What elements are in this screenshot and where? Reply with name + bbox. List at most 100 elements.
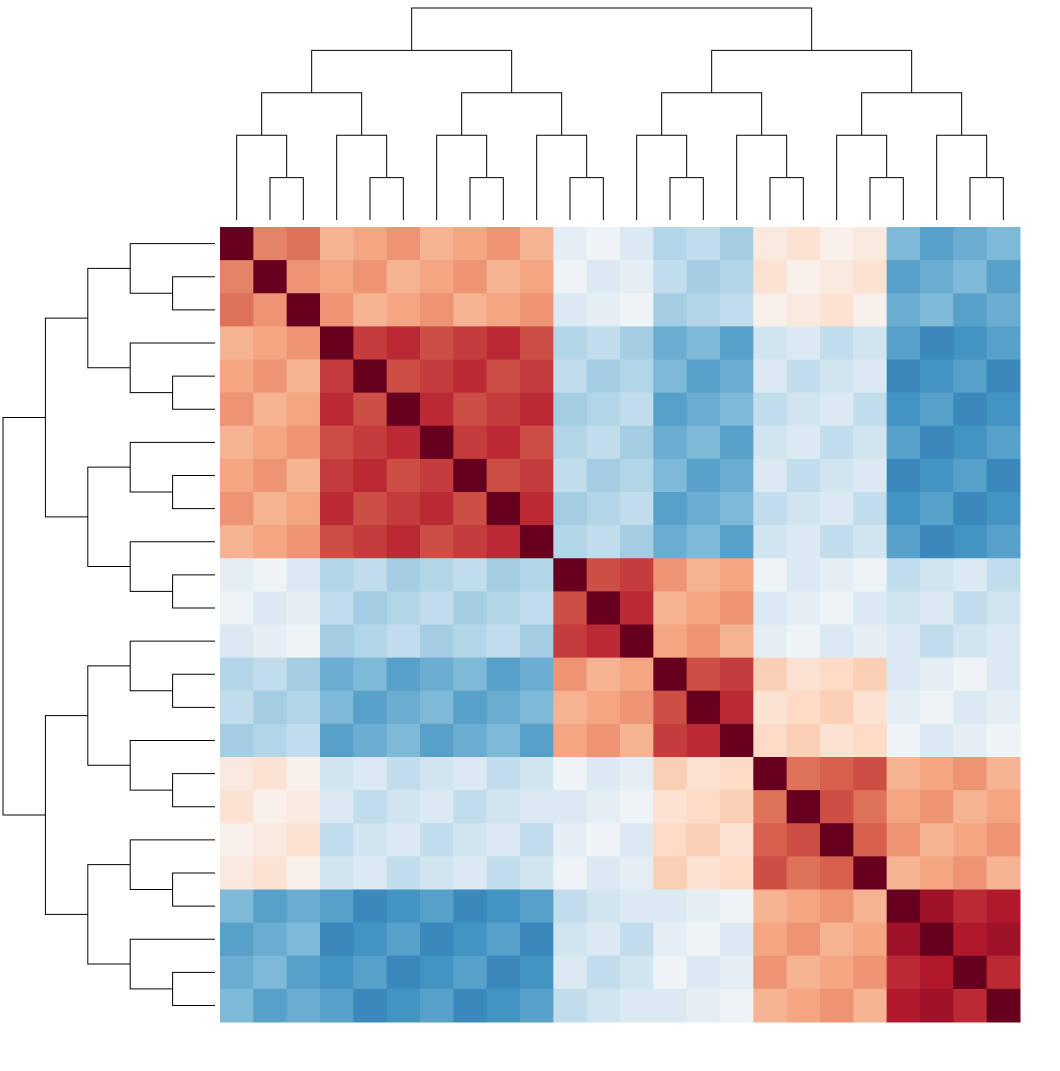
heatmap-cell [920, 458, 954, 493]
heatmap-cell [286, 260, 321, 294]
column-dendrogram [736, 134, 788, 220]
heatmap-cell [720, 392, 754, 427]
heatmap-cell [353, 657, 388, 692]
heatmap-cell [820, 624, 854, 659]
heatmap-cell [686, 723, 721, 758]
heatmap-cell [220, 326, 254, 360]
heatmap-cell [586, 260, 621, 294]
heatmap-cell [953, 525, 988, 559]
heatmap-cell [353, 425, 388, 460]
heatmap-cell [353, 492, 388, 526]
heatmap-cell [453, 889, 488, 924]
heatmap-cell [586, 790, 621, 824]
heatmap-cell [986, 723, 1021, 758]
heatmap-cell [820, 790, 854, 824]
heatmap-cell [553, 227, 588, 261]
heatmap-cell [986, 425, 1021, 460]
heatmap-cell [520, 624, 554, 659]
heatmap-cell [853, 591, 888, 625]
heatmap-cell [886, 558, 921, 592]
heatmap-cell [386, 260, 421, 294]
heatmap-cell [653, 988, 688, 1023]
heatmap-cell [553, 392, 588, 427]
heatmap-cell [553, 988, 588, 1023]
heatmap-cell [320, 856, 354, 890]
heatmap-cell [453, 558, 488, 592]
heatmap-cell [786, 624, 821, 659]
heatmap-cell [953, 889, 988, 924]
heatmap-cell [320, 955, 354, 990]
heatmap-cell [253, 757, 288, 791]
heatmap-cell [253, 690, 288, 725]
heatmap-cell [820, 988, 854, 1023]
heatmap-cell [320, 757, 354, 791]
heatmap-cell [453, 955, 488, 990]
heatmap-cell [686, 326, 721, 360]
row-dendrogram [172, 276, 215, 311]
heatmap-cell [820, 326, 854, 360]
heatmap-cell [486, 326, 521, 360]
heatmap-cell [886, 458, 921, 493]
heatmap-cell [286, 392, 321, 427]
heatmap-cell [986, 558, 1021, 592]
heatmap-cell [853, 856, 888, 890]
heatmap-cell [786, 657, 821, 692]
heatmap-cell [453, 922, 488, 957]
heatmap-cell [420, 525, 454, 559]
heatmap-cell [520, 558, 554, 592]
heatmap-cell [320, 988, 354, 1023]
heatmap-cell [786, 392, 821, 427]
heatmap-cell [586, 591, 621, 625]
heatmap-cell [520, 955, 554, 990]
heatmap-cell [686, 823, 721, 857]
heatmap-cell [686, 624, 721, 659]
heatmap-cell [920, 823, 954, 857]
heatmap-cell [353, 558, 388, 592]
heatmap-cell [553, 690, 588, 725]
heatmap-cell [820, 293, 854, 327]
row-dendrogram [87, 466, 131, 568]
heatmap-cell [786, 492, 821, 526]
heatmap-cell [753, 591, 788, 625]
heatmap-cell [653, 392, 688, 427]
heatmap-cell [553, 889, 588, 924]
heatmap-cell [353, 525, 388, 559]
heatmap-cell [920, 591, 954, 625]
heatmap-cell [653, 591, 688, 625]
heatmap-cell [453, 988, 488, 1023]
heatmap-cell [820, 757, 854, 791]
heatmap-cell [220, 591, 254, 625]
heatmap-cell [753, 922, 788, 957]
heatmap-cell [420, 227, 454, 261]
heatmap-cell [453, 856, 488, 890]
heatmap-cell [353, 690, 388, 725]
heatmap-cell [653, 293, 688, 327]
heatmap-cell [420, 425, 454, 460]
heatmap-cell [220, 988, 254, 1023]
heatmap-cell [720, 359, 754, 394]
heatmap-cell [653, 889, 688, 924]
heatmap-cell [886, 359, 921, 394]
heatmap-cell [420, 856, 454, 890]
heatmap-cell [453, 757, 488, 791]
heatmap-cell [353, 955, 388, 990]
heatmap-cell [786, 260, 821, 294]
heatmap-cell [486, 955, 521, 990]
heatmap-cell [920, 657, 954, 692]
heatmap-cell [253, 558, 288, 592]
heatmap-cell [220, 392, 254, 427]
heatmap-cell [853, 525, 888, 559]
heatmap-cell [886, 889, 921, 924]
heatmap-cell [953, 227, 988, 261]
heatmap-cell [420, 591, 454, 625]
heatmap-cell [220, 359, 254, 394]
heatmap-cell [320, 823, 354, 857]
heatmap-cell [786, 790, 821, 824]
heatmap-cell [220, 723, 254, 758]
heatmap-cell [853, 227, 888, 261]
heatmap-cell [486, 458, 521, 493]
heatmap-cell [353, 988, 388, 1023]
heatmap-cell [320, 657, 354, 692]
heatmap-cell [920, 293, 954, 327]
heatmap-cell [820, 922, 854, 957]
